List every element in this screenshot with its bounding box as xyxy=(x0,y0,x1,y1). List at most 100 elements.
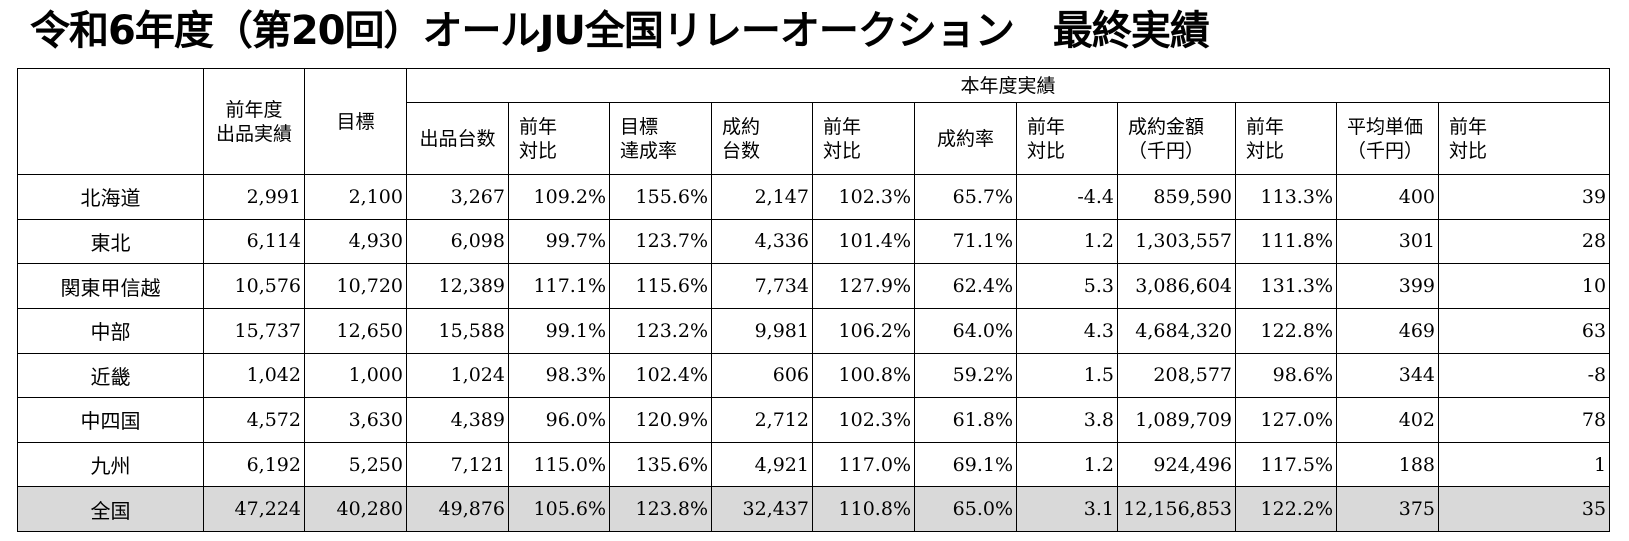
header-line: 達成率 xyxy=(620,139,678,162)
region-cell: 中四国 xyxy=(17,397,204,443)
value-cell: 111.8% xyxy=(1235,218,1337,265)
header-columns-row: 出品台数 前年 対比 目標 達成率 成約 台数 前年 対比 成約率 前年 対比 成約金額 （千円） 前年 対比… xyxy=(18,102,1611,175)
value-cell: 64.0% xyxy=(914,307,1017,354)
header-line: 対比 xyxy=(1027,139,1066,162)
value-cell: 39 xyxy=(1437,174,1611,220)
value-cell: 4,336 xyxy=(711,218,813,265)
value-cell: 102.4% xyxy=(609,352,712,399)
value-cell: 135.6% xyxy=(609,441,712,488)
column-header: 平均単価 （千円） xyxy=(1336,102,1439,175)
value-cell: 5.3 xyxy=(1016,263,1118,309)
value-cell: 10,576 xyxy=(203,263,305,309)
value-cell: 4.3 xyxy=(1016,307,1118,354)
value-cell: 1 xyxy=(1437,441,1611,488)
header-line: 前年 xyxy=(1246,115,1285,138)
value-cell: 98.6% xyxy=(1235,352,1337,399)
header-line: 成約 xyxy=(722,115,761,138)
header-line: 前年度 xyxy=(225,98,283,121)
table-row: 近畿 1,042 1,000 1,024 98.3% 102.4% 606 100.8% 59.… xyxy=(17,352,1611,399)
value-cell: 4,921 xyxy=(711,441,813,488)
value-cell: 105.6% xyxy=(508,486,610,532)
value-cell: 59.2% xyxy=(914,352,1017,399)
value-cell: 117.1% xyxy=(508,263,610,309)
table-row: 九州 6,192 5,250 7,121 115.0% 135.6% 4,921 117.0%… xyxy=(17,441,1611,488)
value-cell: 115.0% xyxy=(508,441,610,488)
value-cell: 400 xyxy=(1336,174,1439,220)
value-cell: 6,192 xyxy=(203,441,305,488)
header-line: 対比 xyxy=(823,139,862,162)
value-cell: 63 xyxy=(1437,307,1611,354)
value-cell: 4,572 xyxy=(203,397,305,443)
value-cell: 100.8% xyxy=(812,352,915,399)
header-line: 目標 xyxy=(336,110,375,133)
value-cell: 122.8% xyxy=(1235,307,1337,354)
value-cell: 1.2 xyxy=(1016,441,1118,488)
header-line: （千円） xyxy=(1347,139,1424,162)
table-row: 中四国 4,572 3,630 4,389 96.0% 120.9% 2,712 102.3%… xyxy=(17,397,1611,443)
value-cell: 123.2% xyxy=(609,307,712,354)
value-cell: 122.2% xyxy=(1235,486,1337,532)
header-region-blank xyxy=(17,68,204,175)
value-cell: 188 xyxy=(1336,441,1439,488)
value-cell: 47,224 xyxy=(203,486,305,532)
value-cell: 3,630 xyxy=(304,397,407,443)
column-header: 成約率 xyxy=(914,102,1017,175)
value-cell: 1,089,709 xyxy=(1117,397,1236,443)
value-cell: 78 xyxy=(1437,397,1611,443)
value-cell: 924,496 xyxy=(1117,441,1236,488)
value-cell: 2,991 xyxy=(203,174,305,220)
value-cell: 1,000 xyxy=(304,352,407,399)
value-cell: 110.8% xyxy=(812,486,915,532)
value-cell: 117.5% xyxy=(1235,441,1337,488)
header-line: 台数 xyxy=(722,139,761,162)
value-cell: 10,720 xyxy=(304,263,407,309)
value-cell: 28 xyxy=(1437,218,1611,265)
value-cell: 12,650 xyxy=(304,307,407,354)
value-cell: 1,303,557 xyxy=(1117,218,1236,265)
header-line: 前年 xyxy=(519,115,558,138)
value-cell: 9,981 xyxy=(711,307,813,354)
table-row: 関東甲信越 10,576 10,720 12,389 117.1% 115.6% 7,734… xyxy=(17,263,1611,309)
value-cell: 2,100 xyxy=(304,174,407,220)
value-cell: 65.7% xyxy=(914,174,1017,220)
header-line: 成約率 xyxy=(936,127,994,150)
value-cell: 375 xyxy=(1336,486,1439,532)
value-cell: 606 xyxy=(711,352,813,399)
value-cell: 127.9% xyxy=(812,263,915,309)
value-cell: 127.0% xyxy=(1235,397,1337,443)
value-cell: 106.2% xyxy=(812,307,915,354)
column-header: 成約 台数 xyxy=(711,102,813,175)
value-cell: 7,121 xyxy=(406,441,509,488)
header-line: 目標 xyxy=(620,115,659,138)
value-cell: 402 xyxy=(1336,397,1439,443)
header-line: 対比 xyxy=(1449,139,1488,162)
value-cell: 123.7% xyxy=(609,218,712,265)
value-cell: 10 xyxy=(1437,263,1611,309)
header-line: 前年 xyxy=(1027,115,1066,138)
value-cell: 859,590 xyxy=(1117,174,1236,220)
table-row: 北海道 2,991 2,100 3,267 109.2% 155.6% 2,147 102.3… xyxy=(17,174,1611,220)
value-cell: 40,280 xyxy=(304,486,407,532)
value-cell: 115.6% xyxy=(609,263,712,309)
value-cell: 131.3% xyxy=(1235,263,1337,309)
value-cell: 155.6% xyxy=(609,174,712,220)
value-cell: 123.8% xyxy=(609,486,712,532)
column-header: 目標 達成率 xyxy=(609,102,712,175)
value-cell: 96.0% xyxy=(508,397,610,443)
header-prev-year-listings: 前年度 出品実績 xyxy=(203,68,305,175)
value-cell: 344 xyxy=(1336,352,1439,399)
page-title: 令和6年度（第20回）オールJU全国リレーオークション 最終実績 xyxy=(30,8,1210,54)
value-cell: -8 xyxy=(1437,352,1611,399)
value-cell: 102.3% xyxy=(812,397,915,443)
value-cell: 49,876 xyxy=(406,486,509,532)
header-line: 出品実績 xyxy=(215,122,292,145)
value-cell: 1.5 xyxy=(1016,352,1118,399)
header-line: 対比 xyxy=(519,139,558,162)
column-header: 前年 対比 xyxy=(1437,102,1611,175)
region-cell: 全国 xyxy=(17,486,204,532)
region-cell: 中部 xyxy=(17,307,204,354)
value-cell: 113.3% xyxy=(1235,174,1337,220)
value-cell: 117.0% xyxy=(812,441,915,488)
value-cell: 3.8 xyxy=(1016,397,1118,443)
value-cell: 3,267 xyxy=(406,174,509,220)
